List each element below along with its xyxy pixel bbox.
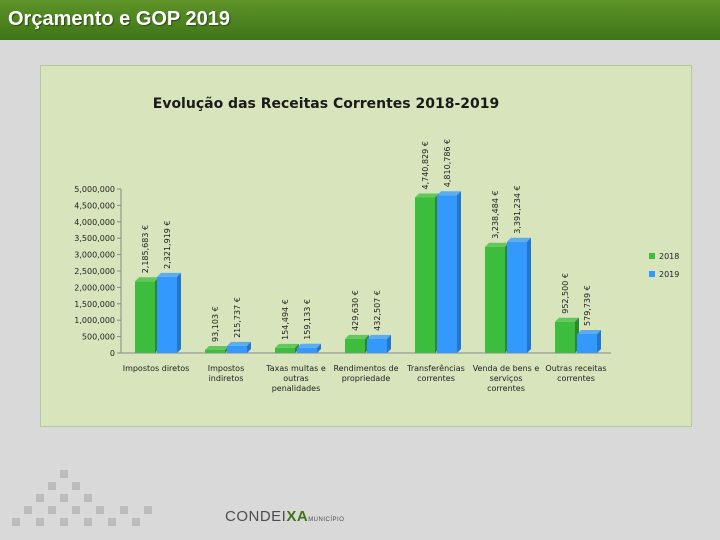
revenue-chart: Evolução das Receitas Correntes 2018-201… (74, 96, 679, 393)
bar-top-2018 (415, 193, 439, 198)
x-tick-label: correntes (487, 384, 525, 393)
legend-swatch-2019 (649, 271, 655, 277)
logo-text-c: MUNICÍPIO (308, 517, 345, 523)
data-label: 3,238,484 € (491, 190, 500, 238)
header-bar: Orçamento e GOP 2019 (0, 0, 720, 40)
data-label: 93,103 € (211, 306, 220, 342)
x-tick-label: Impostos diretos (123, 364, 190, 373)
bar-top-2018 (555, 317, 579, 322)
x-tick-label: correntes (417, 374, 455, 383)
footer-logo: CONDEIXAMUNICÍPIO (225, 508, 344, 525)
y-tick-label: 2,000,000 (74, 283, 115, 292)
legend-label: 2018 (659, 252, 679, 261)
bar-top-2018 (275, 343, 299, 348)
y-tick-label: 500,000 (82, 333, 115, 342)
bar-side-2019 (177, 272, 181, 353)
x-tick-label: correntes (557, 374, 595, 383)
x-tick-label: Rendimentos de (333, 364, 398, 373)
bar-top-2019 (297, 343, 321, 348)
bar-2018 (555, 321, 575, 353)
bar-top-2019 (437, 191, 461, 196)
data-label: 2,321,919 € (163, 220, 172, 268)
bar-top-2019 (577, 329, 601, 334)
x-tick-label: Impostos (208, 364, 245, 373)
bar-top-2018 (205, 345, 229, 350)
x-tick-label: Outras receitas (545, 364, 606, 373)
x-tick-label: outras (283, 374, 308, 383)
bar-side-2019 (527, 237, 531, 353)
logo-text-a: CONDEI (225, 508, 287, 525)
bar-side-2019 (387, 334, 391, 353)
x-tick-label: serviços (490, 374, 523, 383)
x-tick-label: Taxas multas e (265, 364, 326, 373)
y-tick-label: 4,000,000 (74, 218, 115, 227)
data-label: 432,507 € (373, 290, 382, 331)
bar-top-2019 (367, 334, 391, 339)
y-tick-label: 3,500,000 (74, 234, 115, 243)
bar-side-2019 (317, 343, 321, 353)
bar-top-2018 (135, 277, 159, 282)
x-tick-label: propriedade (342, 374, 391, 383)
data-label: 4,740,829 € (421, 141, 430, 189)
data-label: 4,810,786 € (443, 139, 452, 187)
chart-panel: Evolução das Receitas Correntes 2018-201… (40, 65, 692, 427)
data-label: 159,133 € (303, 299, 312, 340)
chart-title: Evolução das Receitas Correntes 2018-201… (153, 96, 500, 112)
x-tick-label: penalidades (272, 384, 321, 393)
bar-top-2019 (507, 237, 531, 242)
data-label: 154,494 € (281, 299, 290, 340)
legend-label: 2019 (659, 270, 679, 279)
bar-side-2019 (457, 191, 461, 353)
y-tick-label: 4,500,000 (74, 201, 115, 210)
y-tick-label: 3,000,000 (74, 251, 115, 260)
bar-2019 (367, 338, 387, 353)
bar-top-2018 (345, 334, 369, 339)
x-tick-label: Venda de bens e (473, 364, 540, 373)
bar-2018 (275, 347, 295, 353)
bar-2018 (205, 349, 225, 353)
page-title: Orçamento e GOP 2019 (8, 8, 230, 30)
bar-2019 (157, 276, 177, 353)
bar-2018 (485, 246, 505, 353)
bar-2019 (507, 241, 527, 353)
bar-top-2019 (227, 341, 251, 346)
data-label: 2,185,683 € (141, 225, 150, 273)
bar-top-2019 (157, 272, 181, 277)
bar-2019 (297, 347, 317, 353)
y-tick-label: 2,500,000 (74, 267, 115, 276)
data-label: 952,500 € (561, 273, 570, 314)
y-tick-label: 1,500,000 (74, 300, 115, 309)
bar-top-2018 (485, 242, 509, 247)
bar-side-2019 (247, 341, 251, 353)
y-tick-label: 1,000,000 (74, 316, 115, 325)
data-label: 215,737 € (233, 297, 242, 338)
y-tick-label: 5,000,000 (74, 185, 115, 194)
bar-side-2019 (597, 329, 601, 353)
y-tick-label: 0 (110, 349, 115, 358)
bar-2019 (577, 333, 597, 353)
bar-2018 (345, 338, 365, 353)
bar-2019 (437, 195, 457, 353)
logo-text-b: XA (286, 508, 309, 525)
bar-2018 (415, 197, 435, 353)
bar-2018 (135, 281, 155, 353)
x-tick-label: indiretos (209, 374, 244, 383)
x-tick-label: Transferências (406, 363, 465, 373)
legend-swatch-2018 (649, 253, 655, 259)
data-label: 3,391,234 € (513, 185, 522, 233)
data-label: 429,630 € (351, 290, 360, 331)
decorative-pattern (12, 470, 152, 526)
bar-2019 (227, 345, 247, 353)
data-label: 579,739 € (583, 285, 592, 326)
